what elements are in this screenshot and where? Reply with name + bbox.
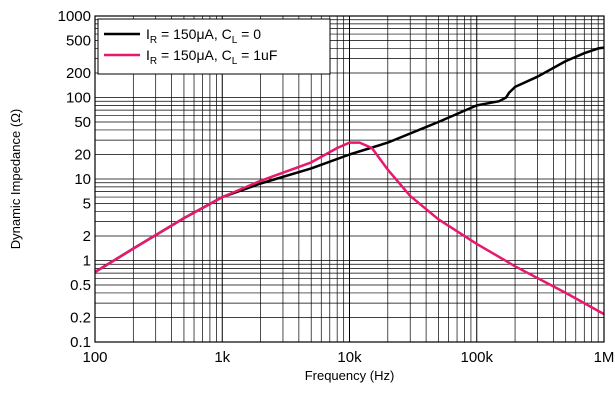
legend-box [97, 18, 331, 75]
y-tick-labels: 0.1 0.2 0.5 1 2 5 10 20 50 100 200 500 1000 [58, 8, 91, 351]
y-tick-label: 2 [83, 228, 91, 245]
legend: IR = 150μA, CL = 0IR = 150μA, CL = 1uF [97, 18, 331, 75]
y-tick-label: 1000 [58, 8, 91, 25]
x-tick-label: 10k [337, 349, 362, 366]
y-tick-label: 1 [83, 253, 91, 270]
y-tick-label: 0.5 [70, 277, 91, 294]
x-tick-labels: 100 1k 10k 100k 1M [82, 349, 614, 366]
x-axis-title: Frequency (Hz) [305, 368, 395, 383]
y-tick-label: 20 [74, 146, 91, 163]
y-tick-label: 5 [83, 196, 91, 213]
y-axis-title: Dynamic Impedance (Ω) [8, 109, 23, 250]
y-tick-label: 0.2 [70, 309, 91, 326]
x-tick-label: 1k [214, 349, 230, 366]
y-tick-label: 50 [74, 114, 91, 131]
y-tick-label: 200 [66, 65, 91, 82]
legend-label-1: IR = 150μA, CL = 0 [146, 26, 261, 46]
x-tick-label: 100 [82, 349, 107, 366]
y-tick-label: 0.1 [70, 334, 91, 351]
x-tick-label: 100k [460, 349, 493, 366]
x-tick-label: 1M [594, 349, 615, 366]
y-tick-label: 500 [66, 33, 91, 50]
legend-label-2: IR = 150μA, CL = 1uF [146, 47, 277, 67]
plot-frame [94, 15, 605, 343]
y-tick-label: 10 [74, 171, 91, 188]
y-tick-label: 100 [66, 90, 91, 107]
series-line-2 [94, 141, 605, 316]
series-lines [94, 46, 605, 316]
